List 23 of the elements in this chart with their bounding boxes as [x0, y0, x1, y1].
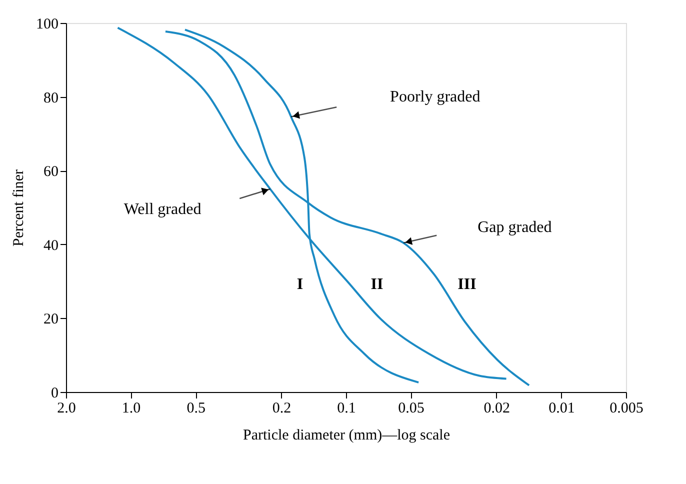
- y-axis-title: Percent finer: [11, 169, 27, 247]
- x-tick-label: 0.1: [337, 400, 356, 416]
- annotation: Poorly graded: [390, 88, 480, 106]
- x-tick-label: 0.2: [272, 400, 292, 416]
- x-tick-label: 1.0: [122, 400, 141, 416]
- annotation: II: [370, 276, 384, 293]
- x-tick-label: 0.01: [548, 400, 575, 416]
- x-axis-title: Particle diameter (mm)—log scale: [242, 428, 450, 444]
- y-tick-label: 40: [44, 238, 58, 254]
- y-tick-label: 100: [36, 16, 58, 32]
- annotation: Gap graded: [478, 218, 552, 236]
- y-tick-label: 20: [44, 312, 58, 328]
- annotation: Well graded: [124, 201, 202, 218]
- x-tick-label: 2.0: [57, 400, 76, 416]
- y-tick-label: 80: [44, 90, 58, 106]
- annotation: III: [458, 276, 476, 293]
- x-tick-label: 0.5: [186, 400, 206, 416]
- y-tick-label: 0: [51, 386, 58, 402]
- y-tick-label: 60: [44, 164, 58, 180]
- x-tick-label: 0.05: [398, 400, 424, 416]
- annotation: I: [296, 276, 304, 293]
- x-tick-label: 0.02: [484, 400, 510, 416]
- x-tick-label: 0.005: [610, 400, 644, 416]
